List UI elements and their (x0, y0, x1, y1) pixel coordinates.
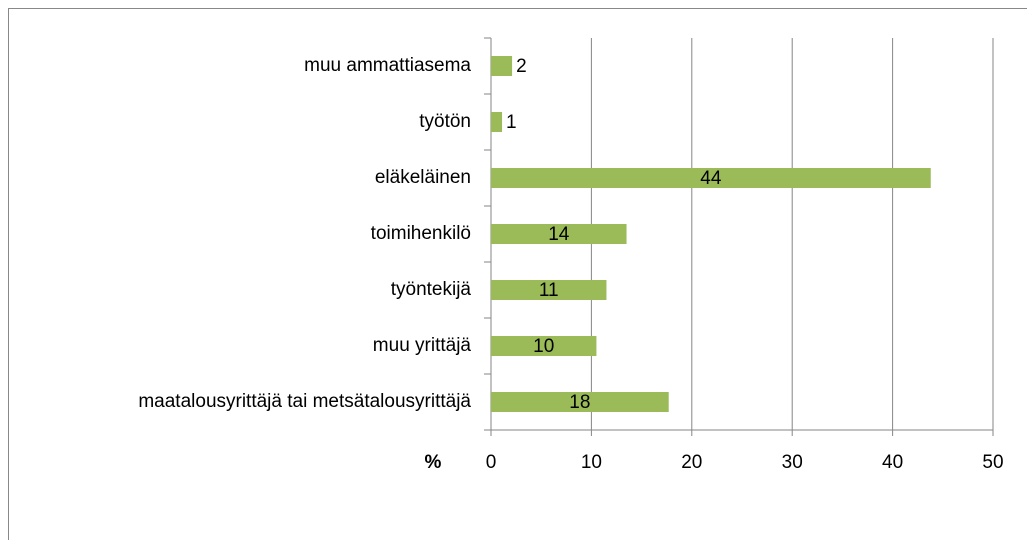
y-tick-label: eläkeläinen (375, 167, 471, 188)
y-tick-label: maatalousyrittäjä tai metsätalousyrittäj… (138, 391, 471, 412)
bar (491, 280, 607, 300)
bar (491, 168, 931, 188)
bar (491, 392, 669, 412)
bar (491, 224, 627, 244)
data-label: 2 (516, 56, 527, 77)
chart-frame (8, 8, 1027, 540)
data-label: 10 (533, 336, 554, 357)
x-tick-label: 0 (486, 452, 497, 473)
bar (491, 56, 513, 76)
data-label: 14 (548, 224, 570, 245)
bar (491, 336, 597, 356)
data-label: 11 (539, 280, 559, 301)
x-tick-label: 20 (681, 452, 702, 473)
bar (491, 112, 503, 132)
y-tick-label: työtön (419, 111, 471, 132)
x-tick-label: 10 (581, 452, 602, 473)
x-tick-label: 40 (882, 452, 903, 473)
x-tick-label: 50 (982, 452, 1003, 473)
x-tick-label: 30 (782, 452, 803, 473)
y-tick-label: työntekijä (391, 279, 472, 300)
data-label: 18 (569, 392, 590, 413)
y-tick-label: muu ammattiasema (304, 55, 471, 76)
x-axis-label: % (425, 452, 442, 473)
data-label: 1 (506, 112, 517, 133)
data-label: 44 (700, 168, 722, 189)
y-tick-label: toimihenkilö (371, 223, 471, 244)
y-tick-label: muu yrittäjä (373, 335, 472, 356)
